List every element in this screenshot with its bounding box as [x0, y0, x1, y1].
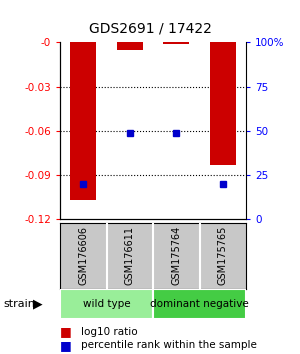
Text: ■: ■: [60, 339, 72, 352]
Text: GSM175765: GSM175765: [218, 226, 228, 285]
Text: GSM175764: GSM175764: [171, 226, 181, 285]
Text: wild type: wild type: [83, 298, 130, 309]
Text: strain: strain: [3, 298, 35, 309]
Text: ■: ■: [60, 325, 72, 338]
Text: GSM176611: GSM176611: [125, 226, 135, 285]
Text: log10 ratio: log10 ratio: [81, 327, 138, 337]
Text: ▶: ▶: [33, 297, 43, 310]
Text: percentile rank within the sample: percentile rank within the sample: [81, 340, 257, 350]
Bar: [210, 42, 236, 165]
Bar: [60, 289, 153, 319]
Text: GSM176606: GSM176606: [78, 226, 88, 285]
Bar: [153, 289, 246, 319]
Text: dominant negative: dominant negative: [150, 298, 249, 309]
Bar: [117, 42, 142, 50]
Bar: [70, 42, 96, 200]
Text: GDS2691 / 17422: GDS2691 / 17422: [88, 21, 212, 35]
Bar: [164, 42, 189, 44]
